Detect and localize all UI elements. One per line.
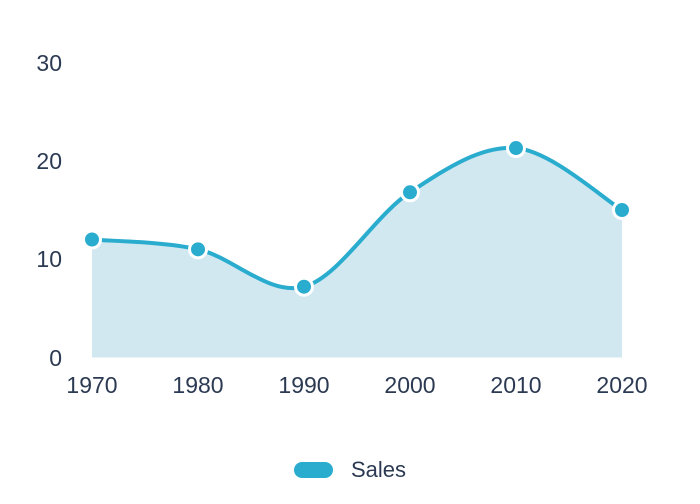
sales-series-swatch	[293, 462, 333, 478]
y-axis-tick-label: 20	[36, 147, 62, 174]
legend: Sales	[0, 454, 700, 486]
y-axis-tick-label: 0	[49, 344, 62, 371]
data-point-1990[interactable]	[294, 276, 314, 297]
data-point-2010[interactable]	[506, 138, 526, 159]
x-axis-tick-label: 2020	[596, 372, 648, 398]
x-axis-tick-label: 1980	[172, 372, 224, 398]
legend-item-sales[interactable]: Sales	[293, 457, 407, 483]
x-axis-tick-label: 2010	[490, 372, 542, 398]
legend-label: Sales	[350, 457, 407, 482]
data-point-1980[interactable]	[188, 239, 208, 260]
y-axis-tick-label: 30	[36, 49, 62, 76]
y-axis-tick-label: 10	[36, 246, 62, 273]
x-axis-tick-label: 1970	[66, 372, 118, 398]
data-point-2020[interactable]	[612, 200, 632, 221]
x-axis-tick-label: 1990	[278, 372, 330, 398]
area-fill	[92, 147, 622, 358]
x-axis-tick-label: 2000	[384, 372, 436, 398]
data-point-1970[interactable]	[82, 229, 102, 250]
data-point-2000[interactable]	[400, 182, 420, 203]
